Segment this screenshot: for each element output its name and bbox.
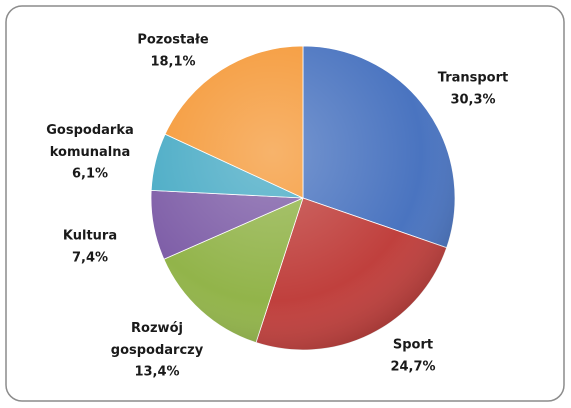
category-label: Pozostałe: [137, 33, 209, 48]
category-label: Rozwój gospodarczy: [111, 321, 204, 358]
data-label: Gospodarka komunalna 6,1%: [46, 123, 133, 182]
value-label: 18,1%: [150, 55, 195, 70]
data-label: Rozwój gospodarczy 13,4%: [111, 321, 204, 380]
data-label: Transport 30,3%: [438, 71, 508, 108]
value-label: 30,3%: [450, 93, 495, 108]
data-label: Sport 24,7%: [390, 338, 435, 375]
category-label: Sport: [393, 338, 433, 353]
value-label: 6,1%: [72, 167, 108, 182]
value-label: 7,4%: [72, 251, 108, 266]
category-label: Gospodarka komunalna: [46, 123, 133, 160]
value-label: 13,4%: [134, 365, 179, 380]
data-label: Kultura 7,4%: [63, 229, 117, 266]
category-label: Kultura: [63, 229, 117, 244]
value-label: 24,7%: [390, 360, 435, 375]
data-label: Pozostałe 18,1%: [137, 33, 209, 70]
category-label: Transport: [438, 71, 508, 86]
